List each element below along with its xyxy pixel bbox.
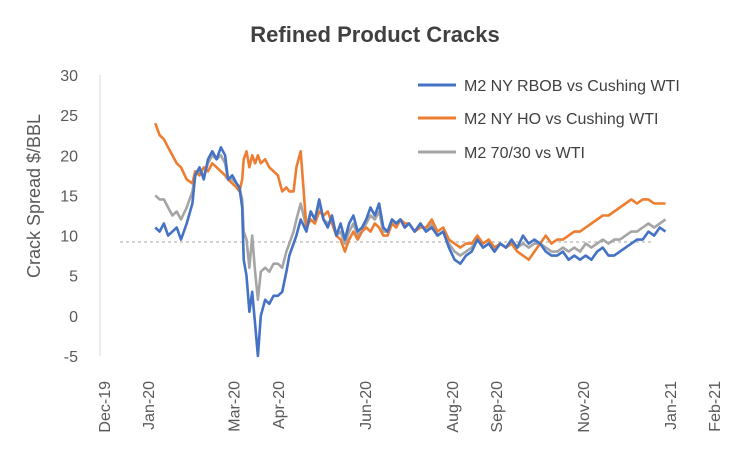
plot-area xyxy=(154,122,667,358)
x-tick-label: Mar-20 xyxy=(227,381,244,432)
x-tick-label: Feb-21 xyxy=(707,381,724,432)
y-axis: -5 0 5 10 15 20 25 30 xyxy=(60,68,78,366)
x-tick-label: Jan-21 xyxy=(663,381,680,430)
x-tick-label: Dec-19 xyxy=(97,381,114,433)
x-tick-label: Apr-20 xyxy=(271,381,288,429)
series-line-2 xyxy=(154,122,666,261)
series-line-3 xyxy=(154,154,667,302)
y-tick-label: -5 xyxy=(64,349,78,366)
legend: M2 NY RBOB vs Cushing WTI M2 NY HO vs Cus… xyxy=(418,78,680,162)
x-tick-label: Jun-20 xyxy=(358,381,375,430)
series-line-1 xyxy=(154,146,667,358)
y-axis-title: Crack Spread $/BBL xyxy=(24,114,44,278)
y-tick-label: 0 xyxy=(69,309,78,326)
x-tick-label: Jan-20 xyxy=(141,381,158,430)
x-tick-label: Nov-20 xyxy=(576,381,593,433)
x-tick-label: Aug-20 xyxy=(445,381,462,433)
chart-title: Refined Product Cracks xyxy=(250,22,499,47)
legend-label: M2 NY HO vs Cushing WTI xyxy=(464,111,658,128)
legend-label: M2 NY RBOB vs Cushing WTI xyxy=(464,78,680,95)
y-tick-label: 10 xyxy=(60,229,78,246)
x-tick-label: Sep-20 xyxy=(489,381,506,433)
y-tick-label: 30 xyxy=(60,68,78,85)
y-tick-label: 5 xyxy=(69,269,78,286)
y-tick-label: 15 xyxy=(60,188,78,205)
y-tick-label: 20 xyxy=(60,148,78,165)
y-tick-label: 25 xyxy=(60,108,78,125)
legend-label: M2 70/30 vs WTI xyxy=(464,145,585,162)
x-axis: Dec-19 Jan-20 Mar-20 Apr-20 Jun-20 Aug-20 Sep-… xyxy=(97,381,724,433)
